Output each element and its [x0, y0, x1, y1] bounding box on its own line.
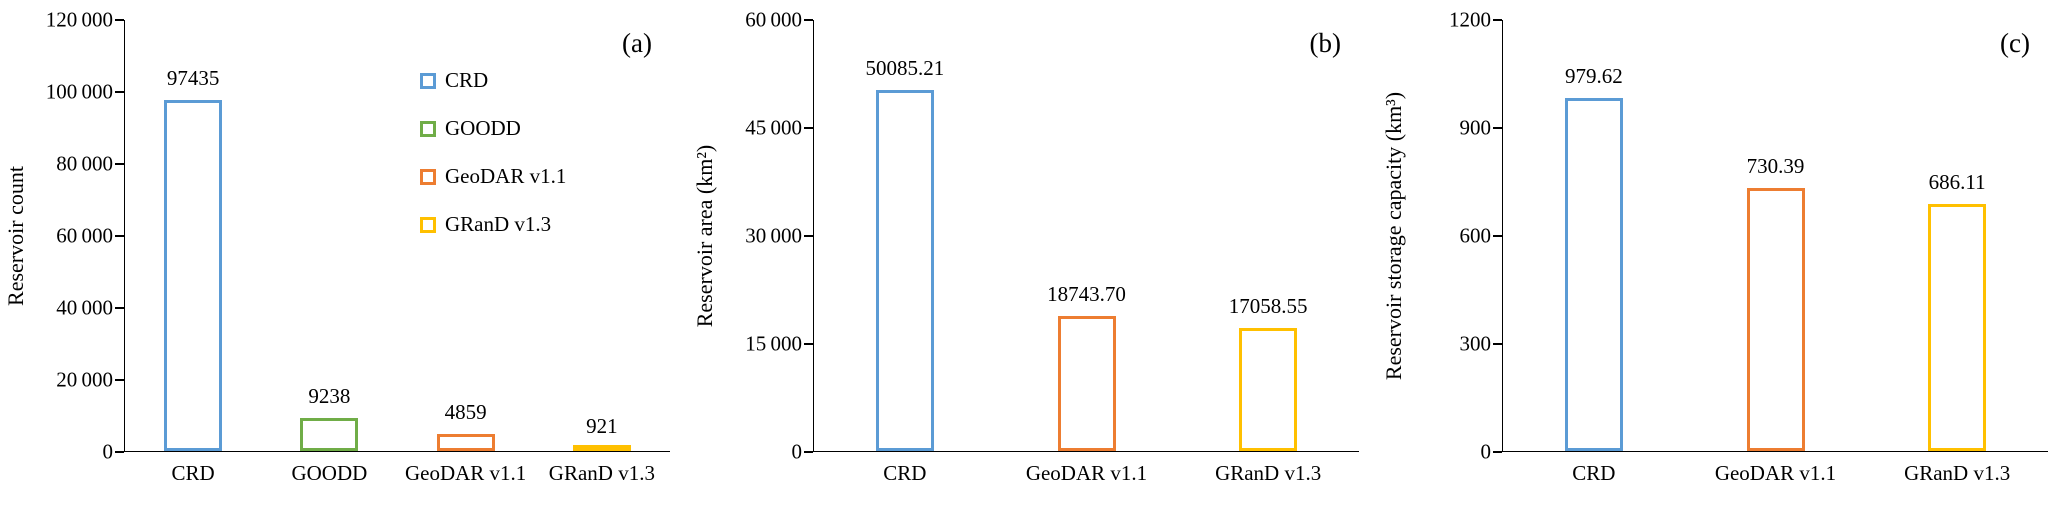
- legend-label: GRanD v1.3: [445, 212, 552, 236]
- bar-value-label: 18743.70: [1047, 282, 1126, 307]
- bar-value-label: 686.11: [1928, 170, 1986, 195]
- panel-label: (a): [622, 28, 652, 58]
- bar-value-label: 730.39: [1746, 154, 1805, 179]
- legend-item: GRanD v1.3: [420, 212, 566, 237]
- legend-item: CRD: [420, 68, 566, 93]
- y-tick-mark: [1493, 127, 1502, 129]
- y-tick-mark: [115, 163, 124, 165]
- bar-geodar-v1-1: [1746, 188, 1805, 451]
- bar-crd: [164, 100, 223, 451]
- y-tick-mark: [115, 451, 124, 453]
- y-tick-label: 45 000: [745, 115, 802, 140]
- y-tick-label: 15 000: [745, 331, 802, 356]
- panel-label: (c): [2000, 28, 2030, 58]
- y-axis-title: Reservoir count: [3, 166, 28, 306]
- legend-swatch-icon: [420, 168, 436, 185]
- y-tick-mark: [1493, 235, 1502, 237]
- bar-value-label: 921: [586, 413, 618, 438]
- x-category-label: CRD: [883, 461, 927, 485]
- y-tick-label: 600: [1459, 223, 1492, 248]
- legend-swatch-icon: [420, 216, 436, 233]
- bar-goodd: [300, 417, 359, 451]
- y-axis-title: Reservoir storage capacity (km³): [1381, 91, 1406, 381]
- legend-item: GOODD: [420, 116, 566, 141]
- chart-panel-a: Reservoir count (a) CRD GOODD GeoDAR v1.1 G…: [0, 0, 689, 512]
- y-tick-mark: [804, 235, 813, 237]
- y-tick-mark: [115, 235, 124, 237]
- bar-grand-v1-3: [1928, 204, 1987, 451]
- y-tick-mark: [804, 451, 813, 453]
- legend-label: GeoDAR v1.1: [445, 164, 567, 188]
- y-tick-label: 0: [791, 439, 803, 464]
- chart-panel-b: Reservoir area (km²) (b) 0 15 000 30 000 45…: [689, 0, 1378, 512]
- chart-panel-c: Reservoir storage capacity (km³) (c) 0 30…: [1378, 0, 2067, 512]
- bar-value-label: 17058.55: [1228, 294, 1308, 319]
- legend-label: GOODD: [445, 116, 521, 140]
- x-category-label: GRanD v1.3: [1215, 461, 1322, 485]
- panel-label: (b): [1309, 28, 1341, 58]
- y-tick-mark: [115, 379, 124, 381]
- x-category-label: CRD: [171, 461, 215, 485]
- y-tick-mark: [115, 19, 124, 21]
- y-tick-mark: [1493, 343, 1502, 345]
- y-tick-label: 1200: [1449, 7, 1491, 32]
- y-tick-mark: [115, 307, 124, 309]
- y-tick-mark: [1493, 451, 1502, 453]
- y-tick-label: 0: [102, 439, 114, 464]
- y-tick-label: 300: [1459, 331, 1492, 356]
- y-tick-mark: [804, 343, 813, 345]
- legend-label: CRD: [445, 68, 489, 92]
- y-tick-label: 900: [1459, 115, 1492, 140]
- y-tick-label: 120 000: [45, 7, 113, 32]
- x-category-label: CRD: [1572, 461, 1616, 485]
- y-tick-label: 60 000: [56, 223, 113, 248]
- bar-value-label: 979.62: [1564, 64, 1623, 89]
- x-category-label: GeoDAR v1.1: [404, 461, 527, 485]
- y-tick-label: 100 000: [45, 79, 113, 104]
- y-tick-mark: [804, 19, 813, 21]
- bar-grand-v1-3: [572, 445, 631, 451]
- bar-crd: [1564, 98, 1623, 451]
- x-category-label: GOODD: [291, 461, 368, 485]
- y-tick-label: 40 000: [56, 295, 113, 320]
- y-tick-label: 20 000: [56, 367, 113, 392]
- y-tick-label: 0: [1480, 439, 1492, 464]
- bar-geodar-v1-1: [1057, 316, 1116, 451]
- x-category-label: GRanD v1.3: [1904, 461, 2011, 485]
- legend-item: GeoDAR v1.1: [420, 164, 566, 189]
- y-axis-title: Reservoir area (km²): [692, 144, 717, 328]
- y-tick-label: 80 000: [56, 151, 113, 176]
- y-tick-label: 30 000: [745, 223, 802, 248]
- bar-crd: [875, 90, 934, 451]
- bar-grand-v1-3: [1239, 328, 1298, 451]
- x-category-label: GeoDAR v1.1: [1025, 461, 1148, 485]
- y-tick-mark: [115, 91, 124, 93]
- plot-area: (b) 0 15 000 30 000 45 000 60 000 50085.21 CRD…: [745, 8, 1359, 485]
- plot-area: (c) 0 300 600 900 1200 979.62 CRD 730.39 GeoDAR …: [1449, 8, 2048, 485]
- y-tick-mark: [804, 127, 813, 129]
- y-tick-label: 60 000: [745, 7, 802, 32]
- bar-value-label: 4859: [444, 399, 487, 424]
- bar-value-label: 9238: [308, 383, 351, 408]
- legend-swatch-icon: [420, 72, 436, 89]
- legend: CRD GOODD GeoDAR v1.1 GRanD v1.3: [420, 68, 566, 260]
- legend-swatch-icon: [420, 120, 436, 137]
- y-tick-mark: [1493, 19, 1502, 21]
- bar-value-label: 97435: [166, 66, 220, 91]
- plot-area: (a) CRD GOODD GeoDAR v1.1 GRanD v1.3 0 20 00…: [46, 8, 670, 485]
- bar-value-label: 50085.21: [865, 56, 945, 81]
- x-category-label: GRanD v1.3: [548, 461, 655, 485]
- x-category-label: GeoDAR v1.1: [1714, 461, 1837, 485]
- bar-geodar-v1-1: [436, 433, 495, 451]
